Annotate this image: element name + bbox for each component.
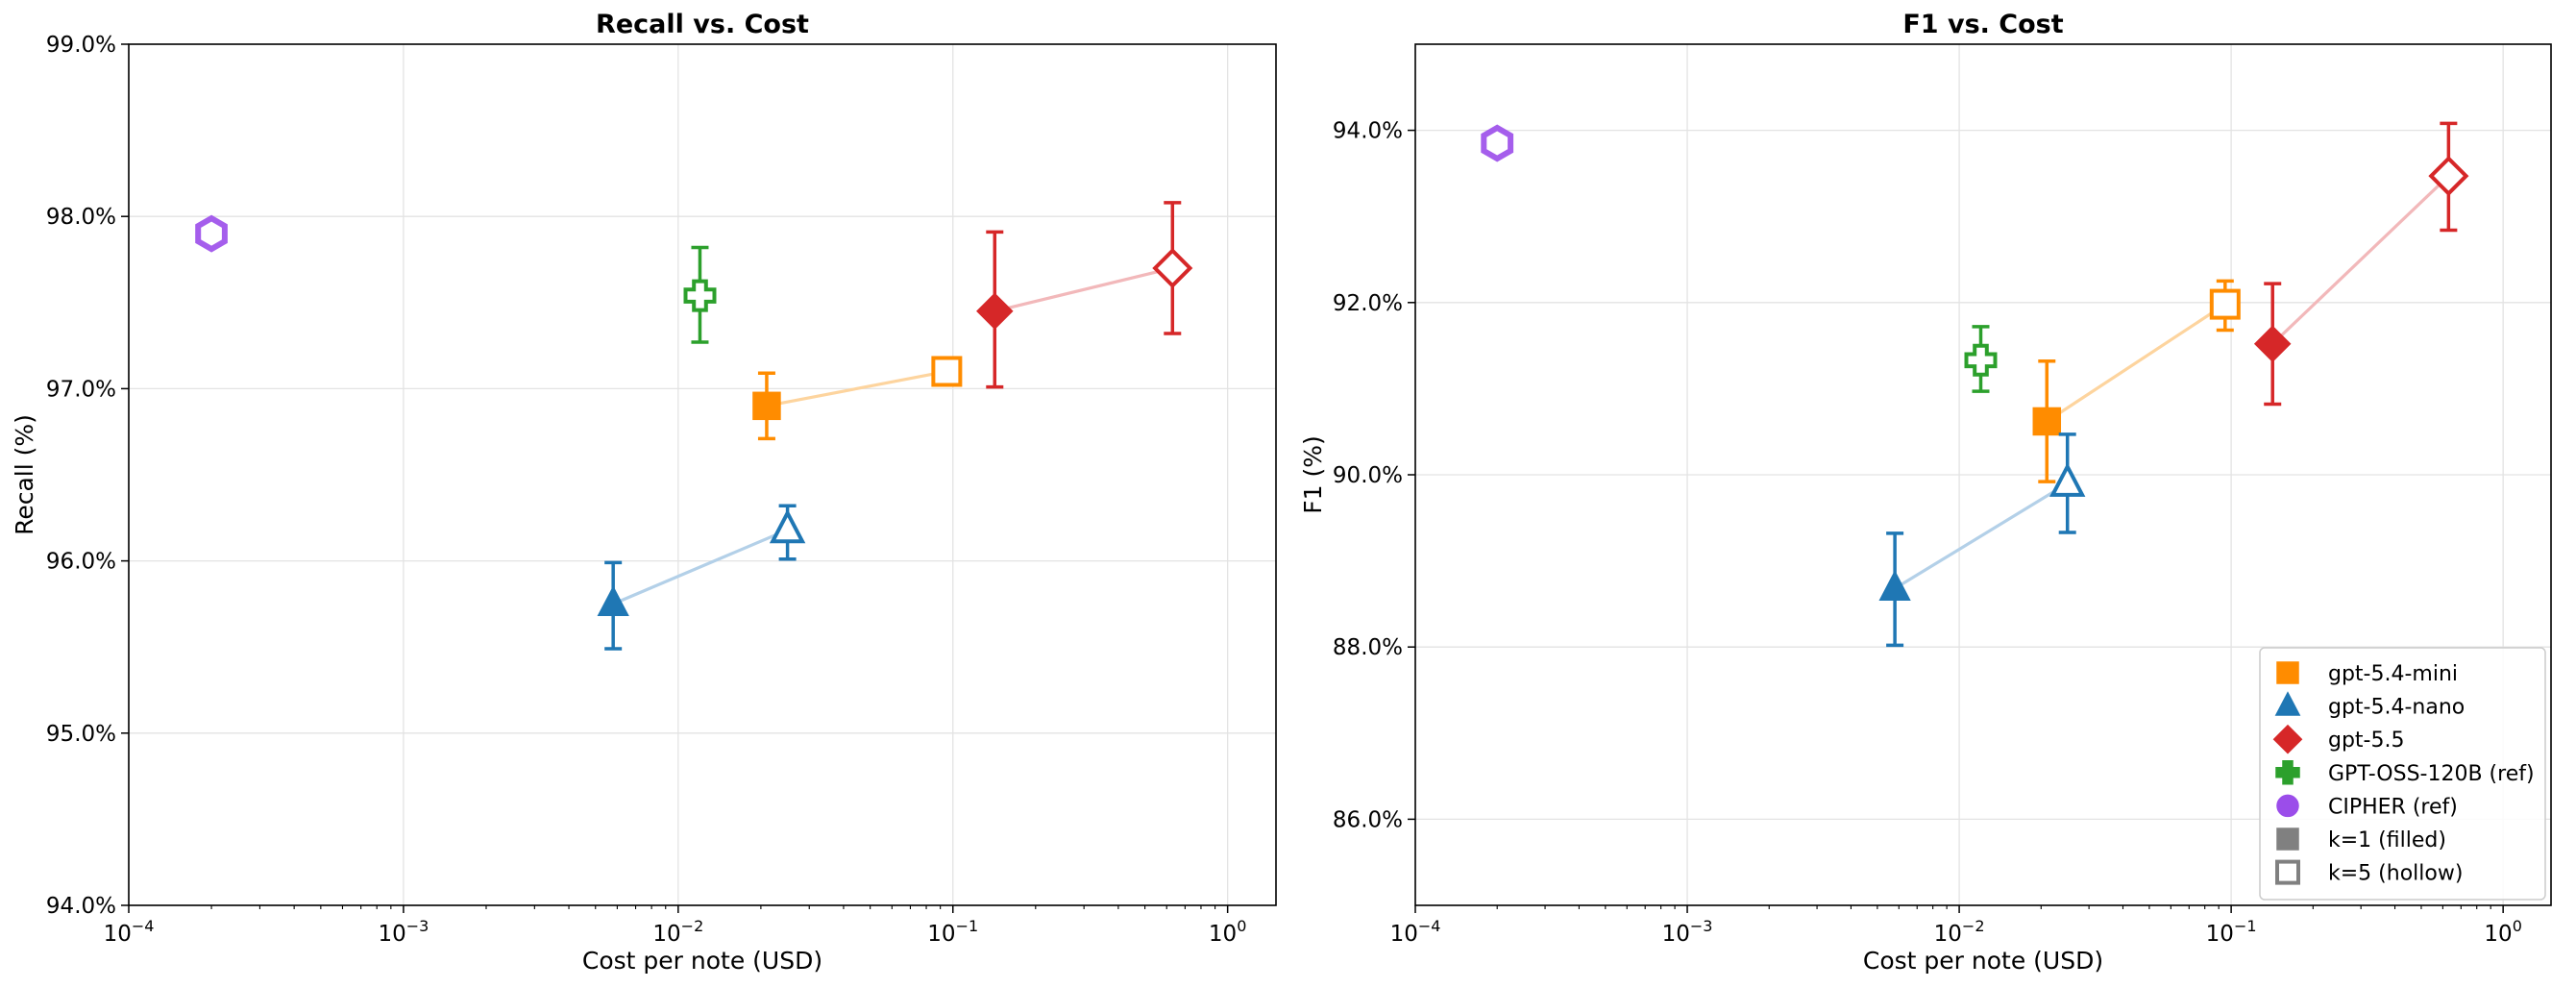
legend-label: gpt-5.5 bbox=[2328, 729, 2404, 753]
grid bbox=[128, 43, 1276, 906]
data-point-k5 bbox=[1152, 247, 1193, 289]
y-tick-label: 99.0% bbox=[46, 33, 116, 58]
x-tick-label: 100 bbox=[1209, 917, 1246, 947]
x-tick-label: 10−4 bbox=[1390, 917, 1441, 947]
chart-panel-2: 10−4 10−3 10−2 10−1 100 86.0% 88.0% 90.0% 92.0% 9… bbox=[1299, 10, 2552, 975]
series-gpt-oss-120b-ref bbox=[1964, 325, 1998, 393]
legend-marker-diamond-icon bbox=[2272, 724, 2303, 754]
data-point-k1 bbox=[1878, 570, 1911, 601]
y-axis: 86.0% 88.0% 90.0% 92.0% 94.0% bbox=[1333, 119, 1415, 832]
data-point-k5 bbox=[683, 279, 717, 312]
series-cipher-ref bbox=[195, 214, 228, 253]
legend-item: k=5 (hollow) bbox=[2275, 859, 2463, 886]
legend-item: gpt-5.4-nano bbox=[2274, 691, 2465, 720]
data-point-k5 bbox=[2428, 156, 2469, 197]
legend-marker-square-icon bbox=[2276, 661, 2299, 684]
legend-box bbox=[2259, 647, 2546, 901]
series-gpt-5-5 bbox=[976, 201, 1193, 389]
data-point-k1 bbox=[2032, 407, 2062, 436]
data-point-k1 bbox=[2253, 325, 2292, 363]
x-tick-label: 10−1 bbox=[927, 917, 978, 947]
connector-line bbox=[612, 528, 789, 605]
legend-marker-square-icon bbox=[2275, 859, 2300, 885]
legend-item: k=1 (filled) bbox=[2276, 827, 2446, 852]
y-tick-label: 94.0% bbox=[46, 894, 116, 919]
y-tick-label: 92.0% bbox=[1333, 291, 1403, 316]
connector-line bbox=[2046, 303, 2226, 423]
y-tick-label: 94.0% bbox=[1333, 119, 1403, 144]
legend-item: GPT-OSS-120B (ref) bbox=[2275, 760, 2535, 786]
x-tick-label: 10−1 bbox=[2206, 917, 2257, 947]
legend-marker-circle-icon bbox=[2276, 794, 2299, 818]
data-point-k5 bbox=[931, 356, 963, 387]
y-tick-label: 97.0% bbox=[46, 377, 116, 402]
chart-title: F1 vs. Cost bbox=[1902, 10, 2063, 39]
legend-item: gpt-5.4-mini bbox=[2276, 661, 2458, 686]
series-cipher-ref bbox=[1481, 124, 1514, 162]
x-axis-label: Cost per note (USD) bbox=[1863, 947, 2103, 975]
y-axis-label: F1 (%) bbox=[1299, 435, 1327, 514]
data-point-k5 bbox=[1964, 343, 1998, 377]
legend-marker-triangle-icon bbox=[2274, 691, 2301, 716]
x-tick-label: 10−3 bbox=[1662, 917, 1713, 947]
y-tick-label: 88.0% bbox=[1333, 635, 1403, 660]
legend-label: gpt-5.4-nano bbox=[2328, 696, 2465, 720]
legend: gpt-5.4-mini gpt-5.4-nano gpt-5.5 GPT-OSS-1… bbox=[2259, 647, 2546, 901]
x-axis-label: Cost per note (USD) bbox=[582, 947, 822, 975]
y-tick-label: 86.0% bbox=[1333, 807, 1403, 832]
legend-item: CIPHER (ref) bbox=[2276, 794, 2458, 819]
x-tick-label: 10−2 bbox=[1934, 917, 1985, 947]
x-axis: 10−4 10−3 10−2 10−1 100 bbox=[1390, 905, 2522, 947]
connector-line bbox=[1894, 482, 2069, 590]
series-gpt-5-4-mini bbox=[752, 356, 963, 441]
data-point-k1 bbox=[597, 585, 629, 617]
series-group bbox=[195, 201, 1193, 651]
y-tick-label: 98.0% bbox=[46, 205, 116, 230]
series-group bbox=[1481, 121, 2469, 648]
data-point-k1 bbox=[752, 391, 781, 421]
legend-label: GPT-OSS-120B (ref) bbox=[2328, 762, 2535, 786]
data-point-k1 bbox=[976, 292, 1014, 331]
data-point-k5 bbox=[2209, 288, 2241, 320]
series-gpt-oss-120b-ref bbox=[683, 245, 717, 344]
plot-frame bbox=[128, 43, 1277, 906]
legend-label: gpt-5.4-mini bbox=[2328, 662, 2458, 686]
data-point-k5 bbox=[195, 214, 228, 253]
chart-panel-1: 10−4 10−3 10−2 10−1 10094.0%95.0%96.0%97.0%9… bbox=[11, 10, 1277, 975]
legend-item: gpt-5.5 bbox=[2272, 724, 2404, 754]
data-point-k5 bbox=[1481, 124, 1514, 162]
series-gpt-5-4-nano bbox=[597, 504, 806, 651]
x-axis: 10−4 10−3 10−2 10−1 100 bbox=[104, 905, 1246, 947]
y-tick-label: 96.0% bbox=[46, 550, 116, 575]
data-point-k5 bbox=[2049, 462, 2086, 497]
x-tick-label: 10−4 bbox=[104, 917, 155, 947]
connector-line bbox=[994, 266, 1173, 313]
data-point-k5 bbox=[769, 508, 806, 544]
legend-label: k=5 (hollow) bbox=[2328, 862, 2463, 886]
series-gpt-5-4-nano bbox=[1878, 432, 2086, 648]
connector-line bbox=[2271, 174, 2450, 345]
series-gpt-5-4-mini bbox=[2032, 279, 2241, 483]
series-gpt-5-5 bbox=[2253, 121, 2469, 407]
y-tick-label: 90.0% bbox=[1333, 463, 1403, 488]
legend-label: k=1 (filled) bbox=[2328, 828, 2446, 852]
legend-label: CIPHER (ref) bbox=[2328, 795, 2458, 819]
legend-marker-square-icon bbox=[2276, 827, 2299, 851]
y-axis-label: Recall (%) bbox=[11, 414, 38, 535]
chart-title: Recall vs. Cost bbox=[596, 10, 809, 39]
y-axis: 94.0% 95.0% 96.0% 97.0% 98.0% 99.0% bbox=[46, 33, 129, 919]
y-tick-label: 95.0% bbox=[46, 722, 116, 747]
x-tick-label: 100 bbox=[2484, 917, 2521, 947]
x-tick-label: 10−2 bbox=[652, 917, 703, 947]
x-tick-label: 10−3 bbox=[378, 917, 429, 947]
legend-marker-plus-icon bbox=[2275, 760, 2300, 785]
connector-line bbox=[766, 369, 947, 408]
